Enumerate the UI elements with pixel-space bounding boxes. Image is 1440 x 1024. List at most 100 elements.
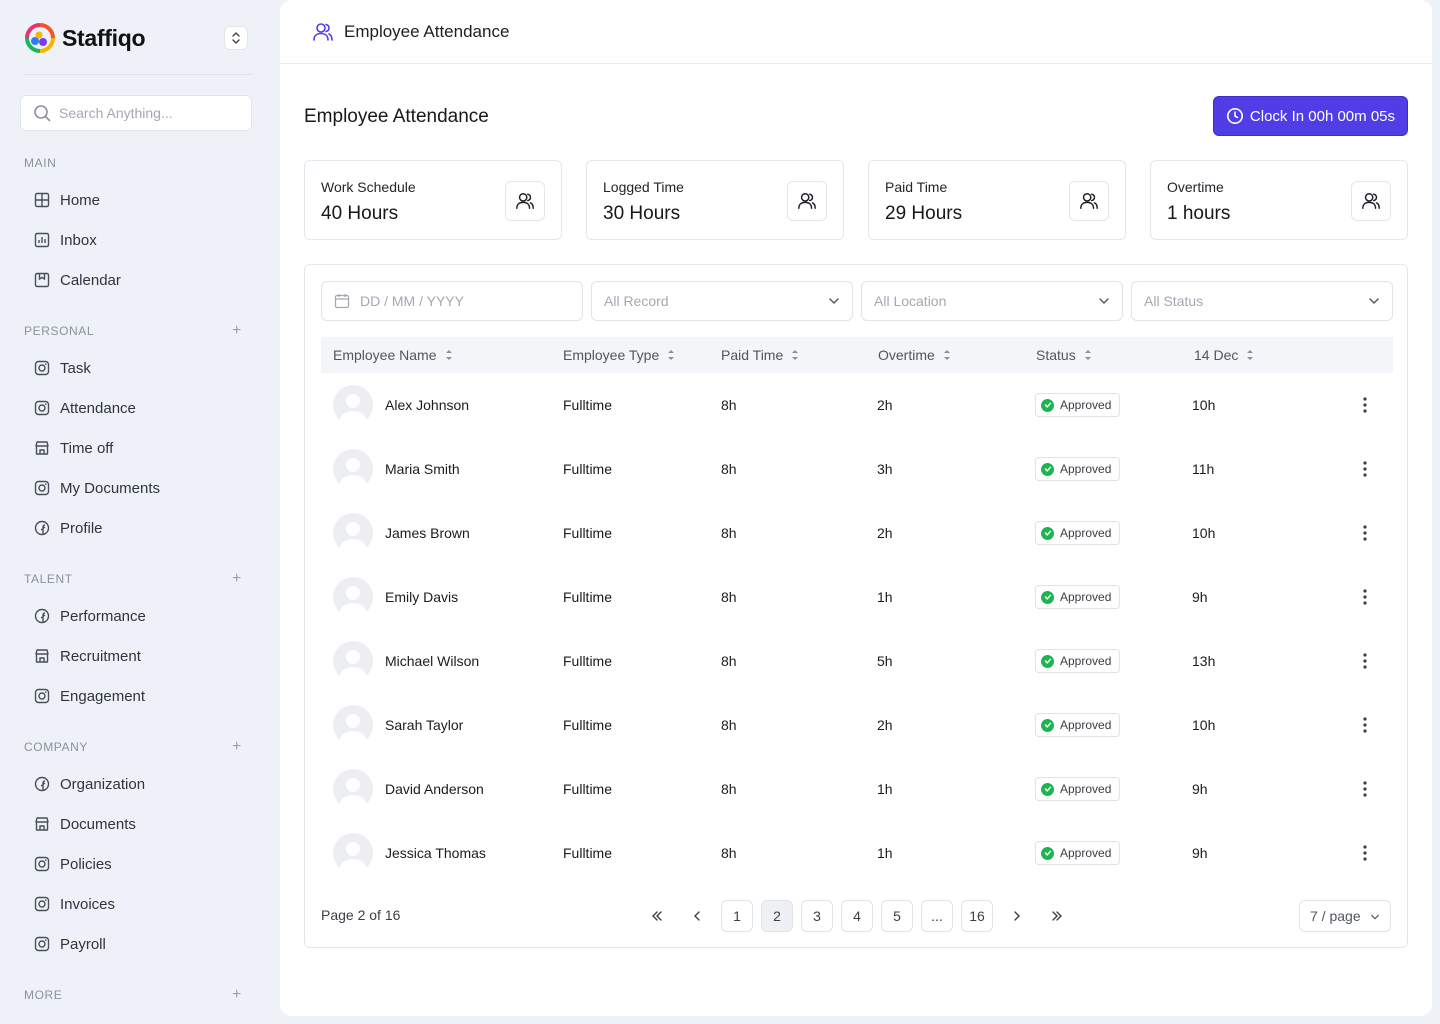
employee-name: Jessica Thomas <box>385 845 486 861</box>
sidebar-item-invoices[interactable]: Invoices <box>24 886 252 922</box>
sidebar-item-documents[interactable]: Documents <box>24 806 252 842</box>
page-button[interactable]: 1 <box>721 900 753 932</box>
location-filter-select[interactable]: All Location <box>861 281 1123 321</box>
page-button[interactable]: 4 <box>841 900 873 932</box>
check-icon <box>1041 398 1054 412</box>
clock-in-button[interactable]: Clock In 00h 00m 05s <box>1212 96 1408 136</box>
search-box[interactable] <box>20 95 252 131</box>
sidebar-item-policies[interactable]: Policies <box>24 846 252 882</box>
cell-day: 11h <box>1192 461 1215 477</box>
add-talent-button[interactable]: + <box>232 570 242 587</box>
cell-day: 10h <box>1192 397 1216 413</box>
camera-icon <box>34 400 50 416</box>
sidebar-item-inbox[interactable]: Inbox <box>24 222 252 258</box>
table-row[interactable]: Sarah Taylor Fulltime 8h 2h 10h Approved <box>321 693 1393 757</box>
sidebar-item-task[interactable]: Task <box>24 350 252 386</box>
camera-icon <box>34 936 50 952</box>
search-input[interactable] <box>59 105 239 121</box>
sort-icon <box>1084 350 1091 360</box>
row-more-button[interactable] <box>1355 457 1375 481</box>
avatar <box>333 385 373 425</box>
page-button[interactable]: 16 <box>961 900 993 932</box>
cell-paid: 8h <box>721 397 737 413</box>
sidebar-item-profile[interactable]: Profile <box>24 510 252 546</box>
camera-icon <box>34 856 50 872</box>
more-vertical-icon <box>1363 461 1367 477</box>
status-label: Approved <box>1060 398 1112 412</box>
sidebar-item-label: Performance <box>60 607 146 625</box>
sidebar-item-label: Calendar <box>60 271 121 289</box>
table-row[interactable]: Jessica Thomas Fulltime 8h 1h 9h Approved <box>321 821 1393 885</box>
sidebar-item-performance[interactable]: Performance <box>24 598 252 634</box>
more-vertical-icon <box>1363 845 1367 861</box>
status-label: Approved <box>1060 718 1112 732</box>
add-more-button[interactable]: + <box>232 986 242 1003</box>
row-more-button[interactable] <box>1355 393 1375 417</box>
sidebar-item-recruitment[interactable]: Recruitment <box>24 638 252 674</box>
per-page-select[interactable]: 7 / page <box>1299 900 1391 932</box>
camera-icon <box>34 688 50 704</box>
sort-icon <box>1247 350 1254 360</box>
sidebar-item-label: My Documents <box>60 479 161 497</box>
column-header-employee-type[interactable]: Employee Type <box>563 337 675 373</box>
row-more-button[interactable] <box>1355 521 1375 545</box>
table-row[interactable]: Michael Wilson Fulltime 8h 5h 13h Approved <box>321 629 1393 693</box>
sidebar-item-time-off[interactable]: Time off <box>24 430 252 466</box>
column-header-date[interactable]: 14 Dec <box>1194 337 1254 373</box>
record-filter-select[interactable]: All Record <box>591 281 853 321</box>
sidebar-item-payroll[interactable]: Payroll <box>24 926 252 962</box>
employee-name: Sarah Taylor <box>385 717 464 733</box>
header-title: Employee Attendance <box>344 21 510 41</box>
grid-icon <box>34 192 50 208</box>
row-more-button[interactable] <box>1355 649 1375 673</box>
store-icon <box>34 440 50 456</box>
sidebar-item-label: Time off <box>60 439 114 457</box>
cell-overtime: 2h <box>877 397 893 413</box>
page-button[interactable]: 5 <box>881 900 913 932</box>
column-header-paid-time[interactable]: Paid Time <box>721 337 799 373</box>
facebook-icon <box>34 776 50 792</box>
stat-card-work-schedule: Work Schedule 40 Hours <box>304 160 562 240</box>
row-more-button[interactable] <box>1355 777 1375 801</box>
avatar <box>333 769 373 809</box>
table-row[interactable]: Alex Johnson Fulltime 8h 2h 10h Approved <box>321 373 1393 437</box>
status-label: Approved <box>1060 654 1112 668</box>
column-header-status[interactable]: Status <box>1036 337 1092 373</box>
sidebar-item-engagement[interactable]: Engagement <box>24 678 252 714</box>
sidebar-item-label: Task <box>60 359 91 377</box>
add-personal-button[interactable]: + <box>232 322 242 339</box>
row-more-button[interactable] <box>1355 713 1375 737</box>
section-label-more: MORE <box>24 988 63 1002</box>
first-page-button[interactable] <box>641 900 673 932</box>
more-vertical-icon <box>1363 781 1367 797</box>
sidebar-item-label: Invoices <box>60 895 116 913</box>
sidebar-item-calendar[interactable]: Calendar <box>24 262 252 298</box>
cell-overtime: 3h <box>877 461 893 477</box>
table-row[interactable]: David Anderson Fulltime 8h 1h 9h Approved <box>321 757 1393 821</box>
table-row[interactable]: Maria Smith Fulltime 8h 3h 11h Approved <box>321 437 1393 501</box>
sidebar-item-home[interactable]: Home <box>24 182 252 218</box>
chevron-down-icon <box>1099 298 1109 304</box>
status-filter-select[interactable]: All Status <box>1131 281 1393 321</box>
date-filter-input[interactable]: DD / MM / YYYY <box>321 281 583 321</box>
row-more-button[interactable] <box>1355 585 1375 609</box>
sidebar-item-attendance[interactable]: Attendance <box>24 390 252 426</box>
table-row[interactable]: James Brown Fulltime 8h 2h 10h Approved <box>321 501 1393 565</box>
workspace-switcher-button[interactable] <box>224 26 248 50</box>
next-page-button[interactable] <box>1001 900 1033 932</box>
sidebar-item-label: Recruitment <box>60 647 141 665</box>
prev-page-button[interactable] <box>681 900 713 932</box>
sidebar-item-organization[interactable]: Organization <box>24 766 252 802</box>
cell-paid: 8h <box>721 525 737 541</box>
column-header-overtime[interactable]: Overtime <box>878 337 951 373</box>
column-header-employee-name[interactable]: Employee Name <box>333 337 453 373</box>
brand[interactable]: Staffiqo <box>24 20 248 56</box>
page-button[interactable]: 3 <box>801 900 833 932</box>
page-ellipsis: ... <box>921 900 953 932</box>
table-row[interactable]: Emily Davis Fulltime 8h 1h 9h Approved <box>321 565 1393 629</box>
page-button[interactable]: 2 <box>761 900 793 932</box>
last-page-button[interactable] <box>1041 900 1073 932</box>
row-more-button[interactable] <box>1355 841 1375 865</box>
add-company-button[interactable]: + <box>232 738 242 755</box>
sidebar-item-my-documents[interactable]: My Documents <box>24 470 252 506</box>
